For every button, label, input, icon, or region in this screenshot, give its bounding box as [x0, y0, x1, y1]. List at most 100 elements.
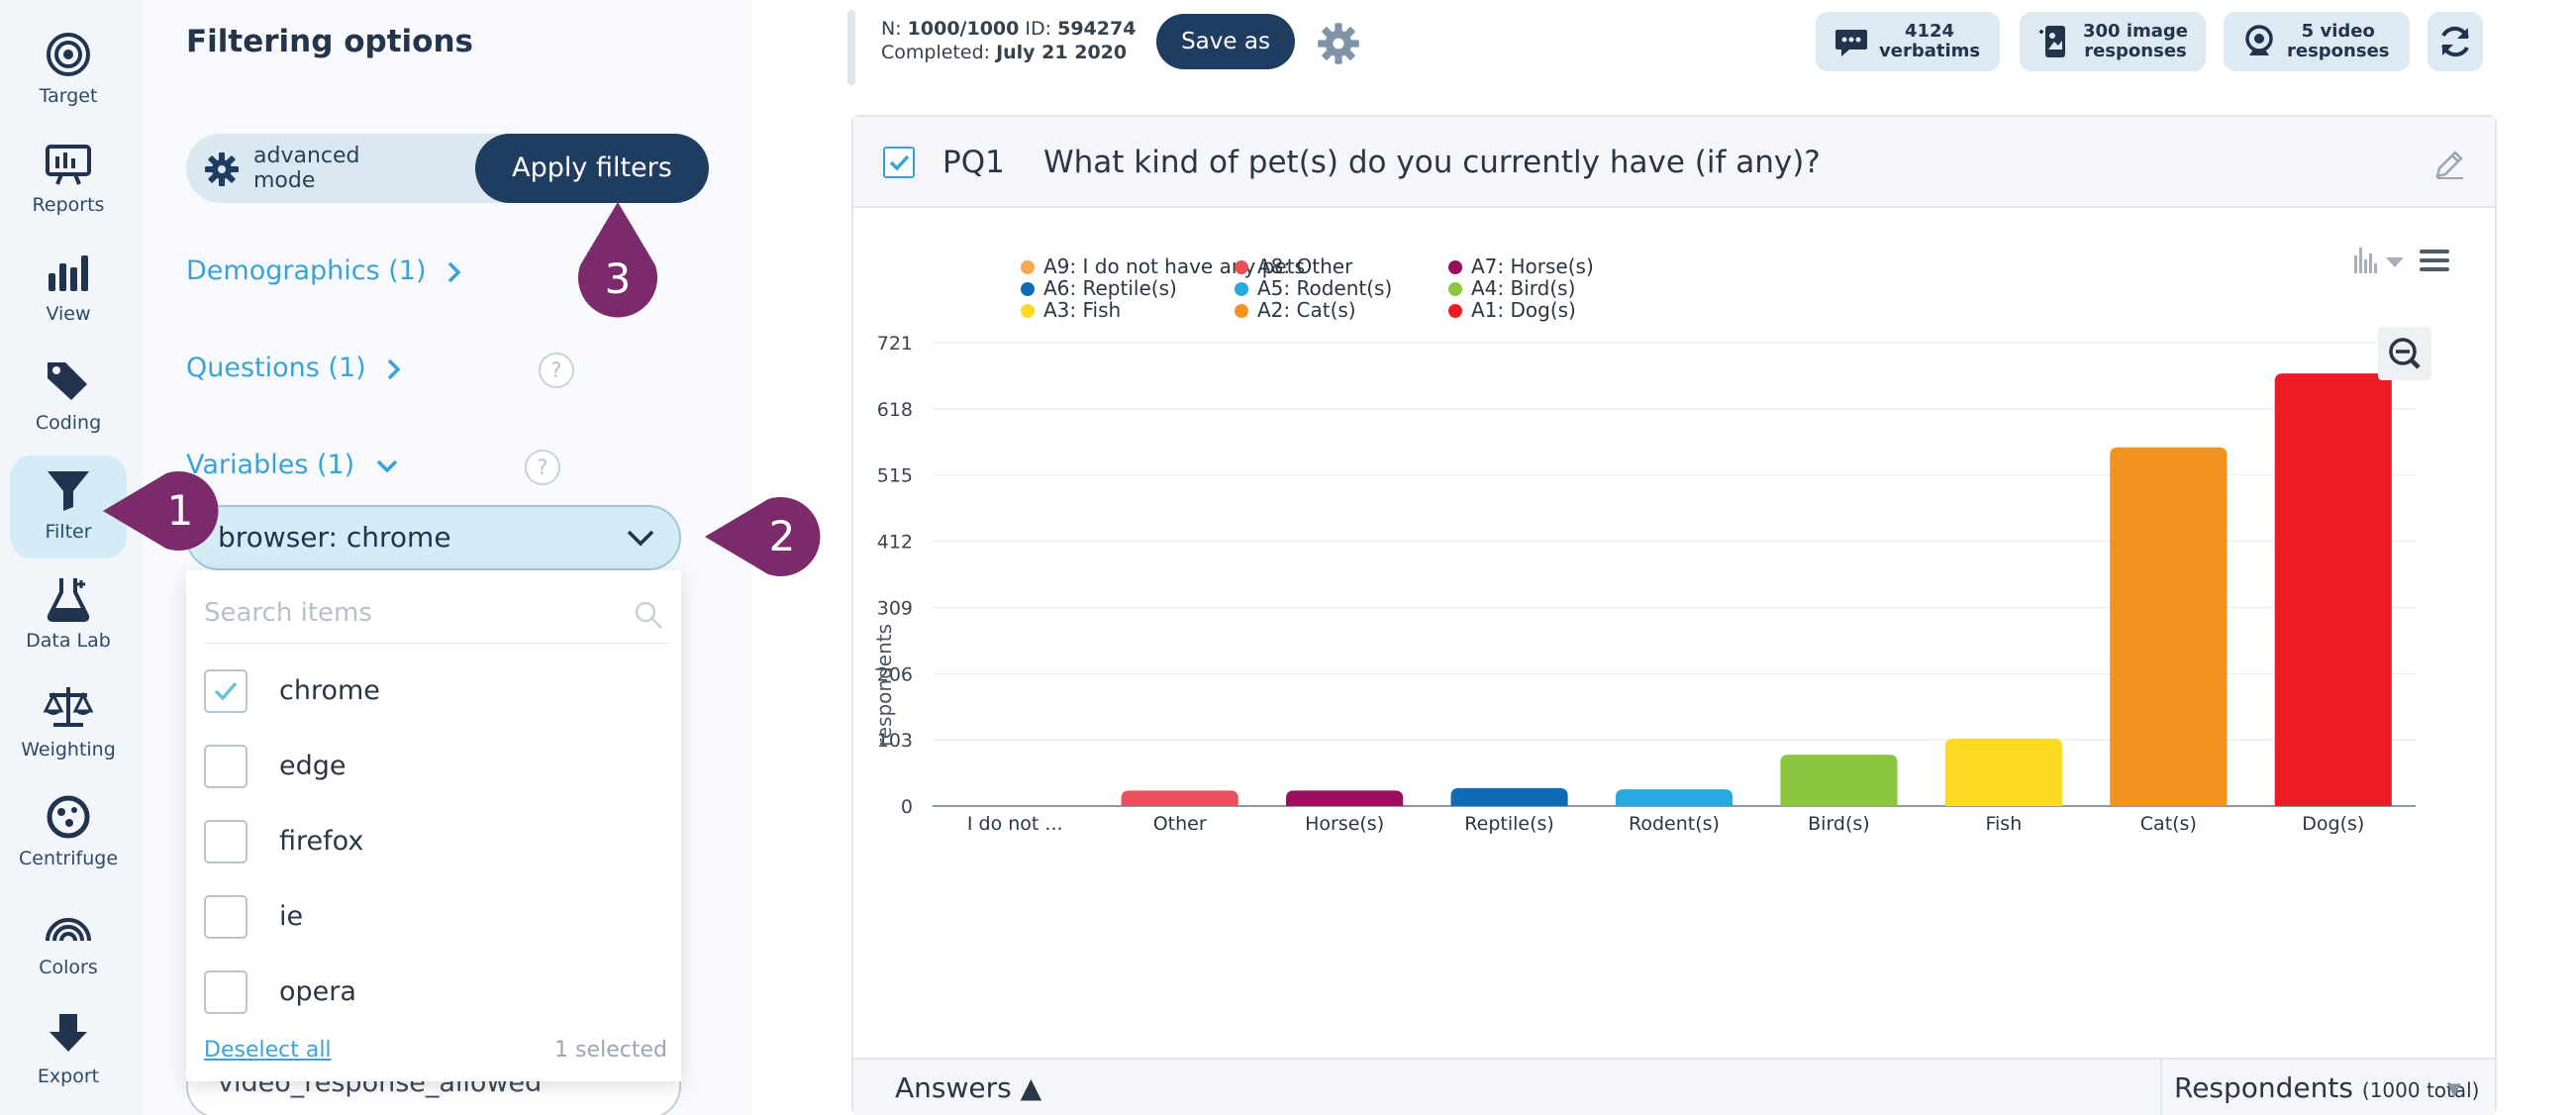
sort-caret-icon[interactable]: ▼: [2447, 1079, 2461, 1100]
nav-filter[interactable]: Filter: [10, 456, 127, 558]
export-icon: [50, 1014, 87, 1052]
x-tick-label: Reptile(s): [1464, 813, 1554, 835]
bar-rodent-s[interactable]: [1615, 789, 1734, 806]
legend-entry[interactable]: A8: Other: [1257, 254, 1353, 278]
chevron-down-icon: [627, 530, 654, 547]
bar-fish[interactable]: [1944, 738, 2062, 806]
advanced-mode-toggle[interactable]: advanced mode Apply filters: [186, 134, 709, 203]
chevron-down-icon: [376, 459, 398, 472]
nav-data-lab[interactable]: Data Lab: [10, 564, 127, 667]
checkbox-checked[interactable]: [204, 669, 248, 713]
nav-label: Filter: [45, 521, 92, 543]
nav-view[interactable]: View: [10, 238, 127, 341]
target-icon: [47, 33, 90, 76]
dropdown-option-chrome[interactable]: chrome: [204, 665, 659, 715]
hamburger-menu-icon[interactable]: [2420, 250, 2449, 271]
nav-export[interactable]: Export: [10, 1000, 127, 1103]
nav-weighting[interactable]: Weighting: [10, 673, 127, 776]
option-label: ie: [279, 901, 304, 932]
respondents-column-header[interactable]: Respondents (1000 total): [2174, 1071, 2479, 1104]
data-lab-icon: [47, 578, 90, 622]
checkbox[interactable]: [204, 970, 248, 1014]
answers-column-header[interactable]: Answers ▲: [895, 1071, 1042, 1104]
nav-reports[interactable]: Reports: [10, 129, 127, 232]
bar-chart-icon: [2354, 248, 2377, 273]
bar-dog-s[interactable]: [2274, 373, 2392, 806]
checkbox[interactable]: [204, 745, 248, 788]
x-tick-label: Dog(s): [2302, 813, 2364, 835]
completed-value: July 21 2020: [996, 42, 1128, 63]
bar-bird-s[interactable]: [1780, 755, 1898, 806]
section-demographics[interactable]: Demographics (1): [186, 255, 462, 286]
legend-entry[interactable]: A1: Dog(s): [1471, 298, 1576, 322]
legend-swatch: [1235, 282, 1248, 296]
dropdown-option-firefox[interactable]: firefox: [204, 816, 659, 865]
refresh-button[interactable]: [2427, 12, 2483, 71]
question-checkbox[interactable]: [883, 147, 915, 178]
callout-2: 2: [705, 497, 821, 576]
settings-gear-icon[interactable]: [1317, 22, 1360, 65]
section-label: Demographics (1): [186, 255, 427, 286]
legend-swatch: [1021, 282, 1035, 296]
image-phone-icon: [2039, 26, 2065, 57]
variable-select-label: browser: chrome: [218, 521, 451, 554]
legend-entry[interactable]: A4: Bird(s): [1471, 276, 1575, 300]
pill-text: 4124 verbatims: [1879, 22, 1980, 61]
y-axis-label: respondents: [872, 624, 896, 747]
y-tick-label: 103: [877, 730, 913, 752]
image-responses-button[interactable]: 300 image responses: [2020, 12, 2206, 71]
nav-label: Reports: [32, 194, 105, 216]
y-tick-label: 721: [877, 333, 913, 355]
verbatims-button[interactable]: 4124 verbatims: [1816, 12, 2000, 71]
help-icon[interactable]: ?: [525, 450, 560, 485]
legend-entry[interactable]: A6: Reptile(s): [1043, 276, 1177, 300]
chart-bars: [1121, 373, 2392, 806]
x-tick-label: Fish: [1985, 813, 2022, 835]
coding-icon: [48, 362, 87, 400]
variable-select[interactable]: browser: chrome: [186, 505, 681, 570]
legend-entry[interactable]: A9: I do not have any pets: [1043, 254, 1305, 278]
dropdown-option-edge[interactable]: edge: [204, 741, 659, 790]
chart-type-toggle[interactable]: [2354, 248, 2404, 273]
nav-target[interactable]: Target: [10, 20, 127, 123]
column-divider: [2160, 1060, 2162, 1115]
nav-colors[interactable]: Colors: [10, 891, 127, 994]
variable-values-dropdown: Search items chrome edge firefox ie: [186, 570, 681, 1081]
help-icon[interactable]: ?: [539, 353, 574, 388]
zoom-out-button[interactable]: [2378, 327, 2431, 380]
video-responses-button[interactable]: 5 video responses: [2224, 12, 2410, 71]
deselect-all-link[interactable]: Deselect all: [204, 1038, 332, 1063]
bar-horse-s[interactable]: [1286, 790, 1404, 806]
bar-cat-s[interactable]: [2110, 447, 2228, 806]
save-as-button[interactable]: Save as: [1156, 14, 1295, 69]
n-value: 1000/1000: [907, 18, 1020, 40]
section-questions[interactable]: Questions (1): [186, 353, 402, 383]
check-icon: [214, 681, 238, 701]
nav-coding[interactable]: Coding: [10, 347, 127, 450]
pencil-icon[interactable]: [2431, 147, 2467, 182]
callout-number: 3: [605, 254, 632, 303]
dropdown-option-ie[interactable]: ie: [204, 891, 659, 941]
refresh-icon: [2441, 26, 2469, 57]
section-variables[interactable]: Variables (1): [186, 450, 399, 480]
dropdown-option-opera[interactable]: opera: [204, 966, 659, 1016]
search-input[interactable]: Search items: [204, 584, 669, 644]
top-bar: N: 1000/1000 ID: 594274 Completed: July …: [847, 10, 2483, 85]
id-label: ID:: [1025, 18, 1052, 40]
legend-entry[interactable]: A5: Rodent(s): [1257, 276, 1392, 300]
apply-filters-button[interactable]: Apply filters: [475, 134, 709, 203]
checkbox[interactable]: [204, 895, 248, 939]
bar-reptile-s[interactable]: [1450, 787, 1568, 806]
nav-centrifuge[interactable]: Centrifuge: [10, 782, 127, 885]
legend-entry[interactable]: A7: Horse(s): [1471, 254, 1594, 278]
chart-x-labels: I do not ... Other Horse(s) Reptile(s) Roden…: [967, 813, 2364, 835]
table-header-bar: Answers ▲ Respondents (1000 total) ▼: [853, 1058, 2495, 1115]
legend-entry[interactable]: A3: Fish: [1043, 298, 1121, 322]
question-text: What kind of pet(s) do you currently hav…: [1043, 145, 1821, 180]
checkbox[interactable]: [204, 820, 248, 863]
bar-other[interactable]: [1121, 790, 1238, 806]
filtering-options-panel: Filtering options advanced mode Apply fi…: [143, 0, 752, 1115]
view-icon: [49, 255, 88, 291]
legend-entry[interactable]: A2: Cat(s): [1257, 298, 1356, 322]
nav-label: View: [46, 303, 91, 325]
